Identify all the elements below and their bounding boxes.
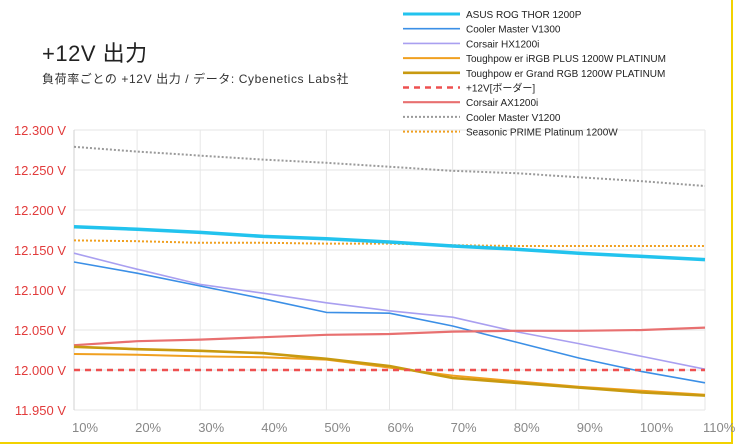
- legend-label: Toughpow er Grand RGB 1200W PLATINUM: [466, 69, 665, 80]
- legend: ASUS ROG THOR 1200P Cooler Master V1300 Co…: [403, 10, 666, 139]
- series-line: [73, 261, 706, 384]
- grid-lines: [73, 129, 706, 411]
- legend-label: Corsair AX1200i: [466, 98, 538, 109]
- x-tick-label: 20%: [135, 420, 161, 435]
- y-tick-label: 12.000 V: [14, 363, 66, 378]
- legend-label: Cooler Master V1200: [466, 113, 561, 124]
- series-line: [73, 345, 706, 397]
- series-line: [73, 239, 705, 247]
- x-tick-label: 80%: [514, 420, 540, 435]
- x-tick-label: 30%: [198, 420, 224, 435]
- y-tick-label: 12.250 V: [14, 163, 66, 178]
- x-tick-label: 110%: [703, 420, 736, 435]
- chart-title: +12V 出力: [42, 41, 148, 66]
- x-tick-label: 100%: [640, 420, 674, 435]
- series-line: [73, 326, 706, 347]
- series-line: [73, 225, 706, 262]
- chart-subtitle: 負荷率ごとの +12V 出力 / データ: Cybenetics Labs社: [42, 72, 350, 86]
- legend-label: ASUS ROG THOR 1200P: [466, 10, 582, 21]
- y-tick-label: 12.100 V: [14, 283, 66, 298]
- series-line: [73, 145, 706, 187]
- x-tick-label: 50%: [324, 420, 350, 435]
- y-tick-label: 12.200 V: [14, 203, 66, 218]
- x-axis-ticks: 10% 20% 30% 40% 50% 60% 70% 80% 90% 100% 110%: [72, 420, 736, 435]
- x-tick-label: 10%: [72, 420, 98, 435]
- legend-label: Cooler Master V1300: [466, 25, 561, 36]
- y-tick-label: 12.300 V: [14, 123, 66, 138]
- y-axis-ticks: 11.950 V 12.000 V 12.050 V 12.100 V 12.150 V…: [14, 123, 66, 418]
- x-tick-label: 90%: [577, 420, 603, 435]
- series-lines: [73, 145, 706, 397]
- series-line: [73, 252, 706, 370]
- x-tick-label: 60%: [388, 420, 414, 435]
- legend-label: +12V[ボーダー]: [466, 82, 535, 95]
- legend-label: Seasonic PRIME Platinum 1200W: [466, 128, 618, 139]
- legend-label: Corsair HX1200i: [466, 39, 539, 50]
- y-tick-label: 12.050 V: [14, 323, 66, 338]
- legend-label: Toughpow er iRGB PLUS 1200W PLATINUM: [466, 54, 666, 65]
- x-tick-label: 70%: [451, 420, 477, 435]
- y-tick-label: 11.950 V: [15, 403, 66, 418]
- x-tick-label: 40%: [261, 420, 287, 435]
- y-tick-label: 12.150 V: [14, 243, 66, 258]
